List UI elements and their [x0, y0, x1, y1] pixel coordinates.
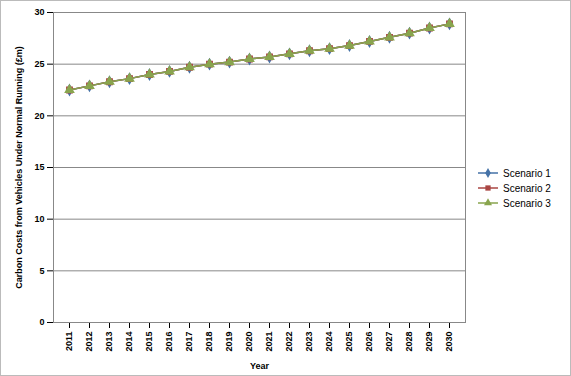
svg-text:25: 25: [34, 59, 44, 69]
html-text:Scenario 3: Scenario 3: [503, 197, 551, 209]
svg-text:Carbon Costs from Vehicles Und: Carbon Costs from Vehicles Under Normal …: [14, 46, 24, 289]
svg-text:2023: 2023: [304, 332, 314, 352]
svg-text:2019: 2019: [224, 332, 234, 352]
svg-text:2026: 2026: [364, 332, 374, 352]
svg-text:2029: 2029: [424, 332, 434, 352]
svg-text:30: 30: [34, 7, 44, 17]
svg-text:2017: 2017: [184, 332, 194, 352]
svg-text:2030: 2030: [444, 332, 454, 352]
html-text:Scenario 2: Scenario 2: [503, 182, 551, 194]
svg-text:2016: 2016: [164, 332, 174, 352]
svg-text:0: 0: [39, 317, 44, 327]
svg-text:2014: 2014: [124, 332, 134, 352]
svg-text:2012: 2012: [84, 332, 94, 352]
svg-text:20: 20: [34, 111, 44, 121]
svg-text:2013: 2013: [104, 332, 114, 352]
svg-text:2015: 2015: [144, 332, 154, 352]
svg-text:2024: 2024: [324, 332, 334, 352]
svg-text:2011: 2011: [64, 332, 74, 352]
svg-text:5: 5: [39, 266, 44, 276]
svg-text:10: 10: [34, 214, 44, 224]
svg-text:2022: 2022: [284, 332, 294, 352]
svg-text:2021: 2021: [264, 332, 274, 352]
svg-text:2025: 2025: [344, 332, 354, 352]
svg-text:2018: 2018: [204, 332, 214, 352]
svg-text:15: 15: [34, 162, 44, 172]
svg-text:2027: 2027: [384, 332, 394, 352]
svg-text:Year: Year: [250, 361, 270, 371]
svg-text:2028: 2028: [404, 332, 414, 352]
svg-text:2020: 2020: [244, 332, 254, 352]
html-text:Scenario 1: Scenario 1: [503, 167, 551, 179]
